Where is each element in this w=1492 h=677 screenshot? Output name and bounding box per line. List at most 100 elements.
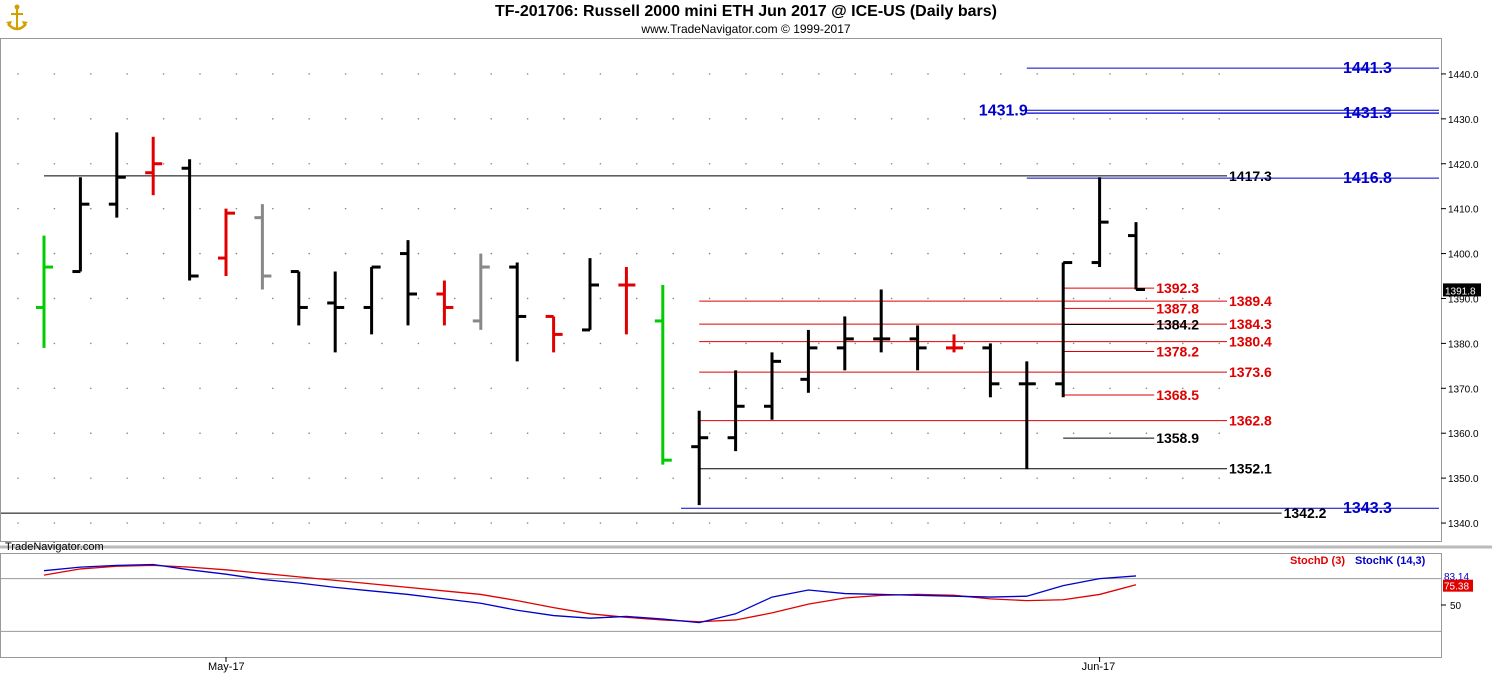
grid-dot [781, 297, 784, 300]
grid-dot [927, 207, 929, 210]
grid-dot [672, 387, 674, 390]
grid-dot [1145, 432, 1148, 435]
grid-dot [53, 252, 56, 255]
grid-dot [1218, 207, 1220, 210]
grid-dot [235, 522, 238, 524]
grid-dot [272, 252, 274, 255]
grid-dot [90, 432, 92, 435]
grid-dot [781, 387, 784, 390]
grid-dot [1109, 387, 1111, 390]
grid-dot [344, 342, 347, 345]
grid-dot [1109, 162, 1111, 165]
grid-dot [818, 477, 820, 479]
grid-dot [1000, 342, 1002, 345]
grid-dot [199, 162, 201, 165]
grid-dot [454, 432, 456, 435]
grid-dot [1182, 477, 1184, 479]
grid-dot [708, 342, 711, 345]
grid-dot [963, 118, 966, 120]
grid-dot [745, 162, 747, 165]
grid-dot [1072, 477, 1075, 479]
grid-dot [162, 162, 165, 165]
grid-dot [17, 297, 19, 300]
grid-dot [1000, 387, 1002, 390]
grid-dot [927, 387, 929, 390]
grid-dot [1036, 522, 1038, 524]
grid-dot [927, 522, 929, 524]
grid-dot [235, 432, 238, 435]
chart-header: TF-201706: Russell 2000 mini ETH Jun 201… [0, 0, 1492, 38]
grid-dot [308, 73, 311, 75]
grid-dot [963, 297, 966, 300]
grid-dot [890, 432, 893, 435]
level-label: 1352.1 [1229, 461, 1272, 477]
grid-dot [563, 297, 565, 300]
grid-dot [1036, 477, 1038, 479]
grid-dot [563, 162, 565, 165]
grid-dot [927, 432, 929, 435]
grid-dot [1036, 207, 1038, 210]
grid-dot [126, 162, 128, 165]
grid-dot [53, 522, 56, 524]
grid-dot [890, 118, 893, 120]
grid-dot [599, 162, 602, 165]
grid-dot [454, 522, 456, 524]
grid-dot [854, 73, 856, 75]
grid-dot [308, 432, 311, 435]
chart-subtitle: www.TradeNavigator.com © 1999-2017 [641, 22, 851, 36]
grid-dot [53, 297, 56, 300]
grid-dot [1072, 207, 1075, 210]
grid-dot [708, 477, 711, 479]
grid-dot [162, 387, 165, 390]
grid-dot [17, 162, 19, 165]
grid-dot [53, 162, 56, 165]
level-label: 1392.3 [1156, 280, 1199, 296]
grid-dot [636, 118, 638, 120]
grid-dot [126, 477, 128, 479]
last-price-badge [1443, 283, 1481, 297]
grid-dot [308, 252, 311, 255]
grid-dot [745, 207, 747, 210]
grid-dot [818, 432, 820, 435]
grid-dot [563, 252, 565, 255]
grid-dot [1072, 118, 1075, 120]
level-label: 1368.5 [1156, 387, 1199, 403]
grid-dot [490, 297, 493, 300]
level-label: 1342.2 [1284, 505, 1327, 521]
grid-dot [672, 297, 674, 300]
grid-dot [818, 162, 820, 165]
grid-dot [963, 252, 966, 255]
grid-dot [636, 432, 638, 435]
grid-dot [199, 297, 201, 300]
grid-dot [162, 342, 165, 345]
grid-dot [126, 252, 128, 255]
grid-dot [308, 387, 311, 390]
grid-dot [890, 387, 893, 390]
grid-dot [344, 432, 347, 435]
grid-dot [1109, 432, 1111, 435]
grid-dot [344, 207, 347, 210]
grid-dot [818, 522, 820, 524]
grid-dot [818, 297, 820, 300]
grid-dot [1109, 342, 1111, 345]
grid-dot [745, 387, 747, 390]
grid-dot [90, 162, 92, 165]
grid-dot [454, 252, 456, 255]
grid-dot [199, 342, 201, 345]
grid-dot [1000, 432, 1002, 435]
level-label: 1441.3 [1343, 60, 1392, 77]
grid-dot [344, 118, 347, 120]
grid-dot [199, 477, 201, 479]
grid-dot [1218, 118, 1220, 120]
grid-dot [1072, 432, 1075, 435]
grid-dot [1218, 342, 1220, 345]
grid-dot [672, 73, 674, 75]
grid-dot [308, 477, 311, 479]
grid-dot [90, 387, 92, 390]
grid-dot [417, 522, 420, 524]
grid-dot [563, 207, 565, 210]
grid-dot [890, 73, 893, 75]
grid-dot [17, 522, 19, 524]
grid-dot [963, 432, 966, 435]
grid-dot [1036, 387, 1038, 390]
